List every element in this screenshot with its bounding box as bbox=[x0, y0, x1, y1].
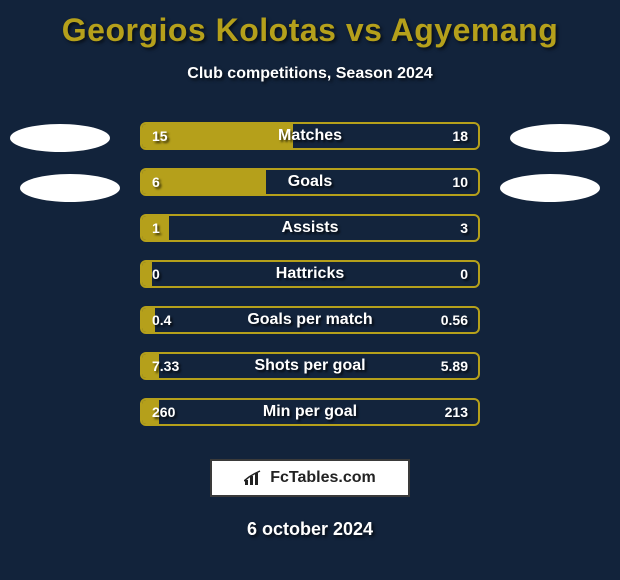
stat-value-right: 213 bbox=[445, 404, 468, 420]
stat-bar-fill bbox=[142, 170, 266, 194]
stat-row: 15 Matches 18 bbox=[0, 113, 620, 159]
stat-value-right: 18 bbox=[452, 128, 468, 144]
comparison-title: Georgios Kolotas vs Agyemang bbox=[0, 0, 620, 49]
stat-bar: 1 Assists 3 bbox=[140, 214, 480, 242]
stat-label: Shots per goal bbox=[254, 357, 365, 375]
stat-row: 6 Goals 10 bbox=[0, 159, 620, 205]
stat-bar: 260 Min per goal 213 bbox=[140, 398, 480, 426]
stat-label: Hattricks bbox=[276, 265, 344, 283]
stat-label: Min per goal bbox=[263, 403, 357, 421]
stat-label: Assists bbox=[282, 219, 339, 237]
stat-row: 0.4 Goals per match 0.56 bbox=[0, 297, 620, 343]
comparison-subtitle: Club competitions, Season 2024 bbox=[0, 65, 620, 83]
stat-label: Goals bbox=[288, 173, 332, 191]
stat-row: 1 Assists 3 bbox=[0, 205, 620, 251]
brand-text: FcTables.com bbox=[270, 469, 376, 487]
stat-value-left: 7.33 bbox=[152, 358, 179, 374]
stat-value-right: 10 bbox=[452, 174, 468, 190]
stats-container: 15 Matches 18 6 Goals 10 1 Assists 3 0 H… bbox=[0, 113, 620, 435]
stat-row: 7.33 Shots per goal 5.89 bbox=[0, 343, 620, 389]
stat-value-left: 260 bbox=[152, 404, 175, 420]
stat-row: 0 Hattricks 0 bbox=[0, 251, 620, 297]
stat-value-left: 0 bbox=[152, 266, 160, 282]
stat-value-right: 5.89 bbox=[441, 358, 468, 374]
stat-bar-fill bbox=[142, 262, 152, 286]
stat-value-left: 1 bbox=[152, 220, 160, 236]
stat-bar: 0.4 Goals per match 0.56 bbox=[140, 306, 480, 334]
stat-bar: 15 Matches 18 bbox=[140, 122, 480, 150]
stat-value-right: 0.56 bbox=[441, 312, 468, 328]
chart-icon bbox=[244, 470, 264, 486]
stat-bar: 6 Goals 10 bbox=[140, 168, 480, 196]
stat-label: Goals per match bbox=[247, 311, 372, 329]
stat-value-left: 6 bbox=[152, 174, 160, 190]
stat-value-right: 3 bbox=[460, 220, 468, 236]
stat-label: Matches bbox=[278, 127, 342, 145]
stat-bar: 7.33 Shots per goal 5.89 bbox=[140, 352, 480, 380]
stat-value-left: 0.4 bbox=[152, 312, 171, 328]
comparison-date: 6 october 2024 bbox=[0, 519, 620, 540]
brand-badge[interactable]: FcTables.com bbox=[210, 459, 410, 497]
stat-value-right: 0 bbox=[460, 266, 468, 282]
stat-row: 260 Min per goal 213 bbox=[0, 389, 620, 435]
stat-bar: 0 Hattricks 0 bbox=[140, 260, 480, 288]
stat-value-left: 15 bbox=[152, 128, 168, 144]
